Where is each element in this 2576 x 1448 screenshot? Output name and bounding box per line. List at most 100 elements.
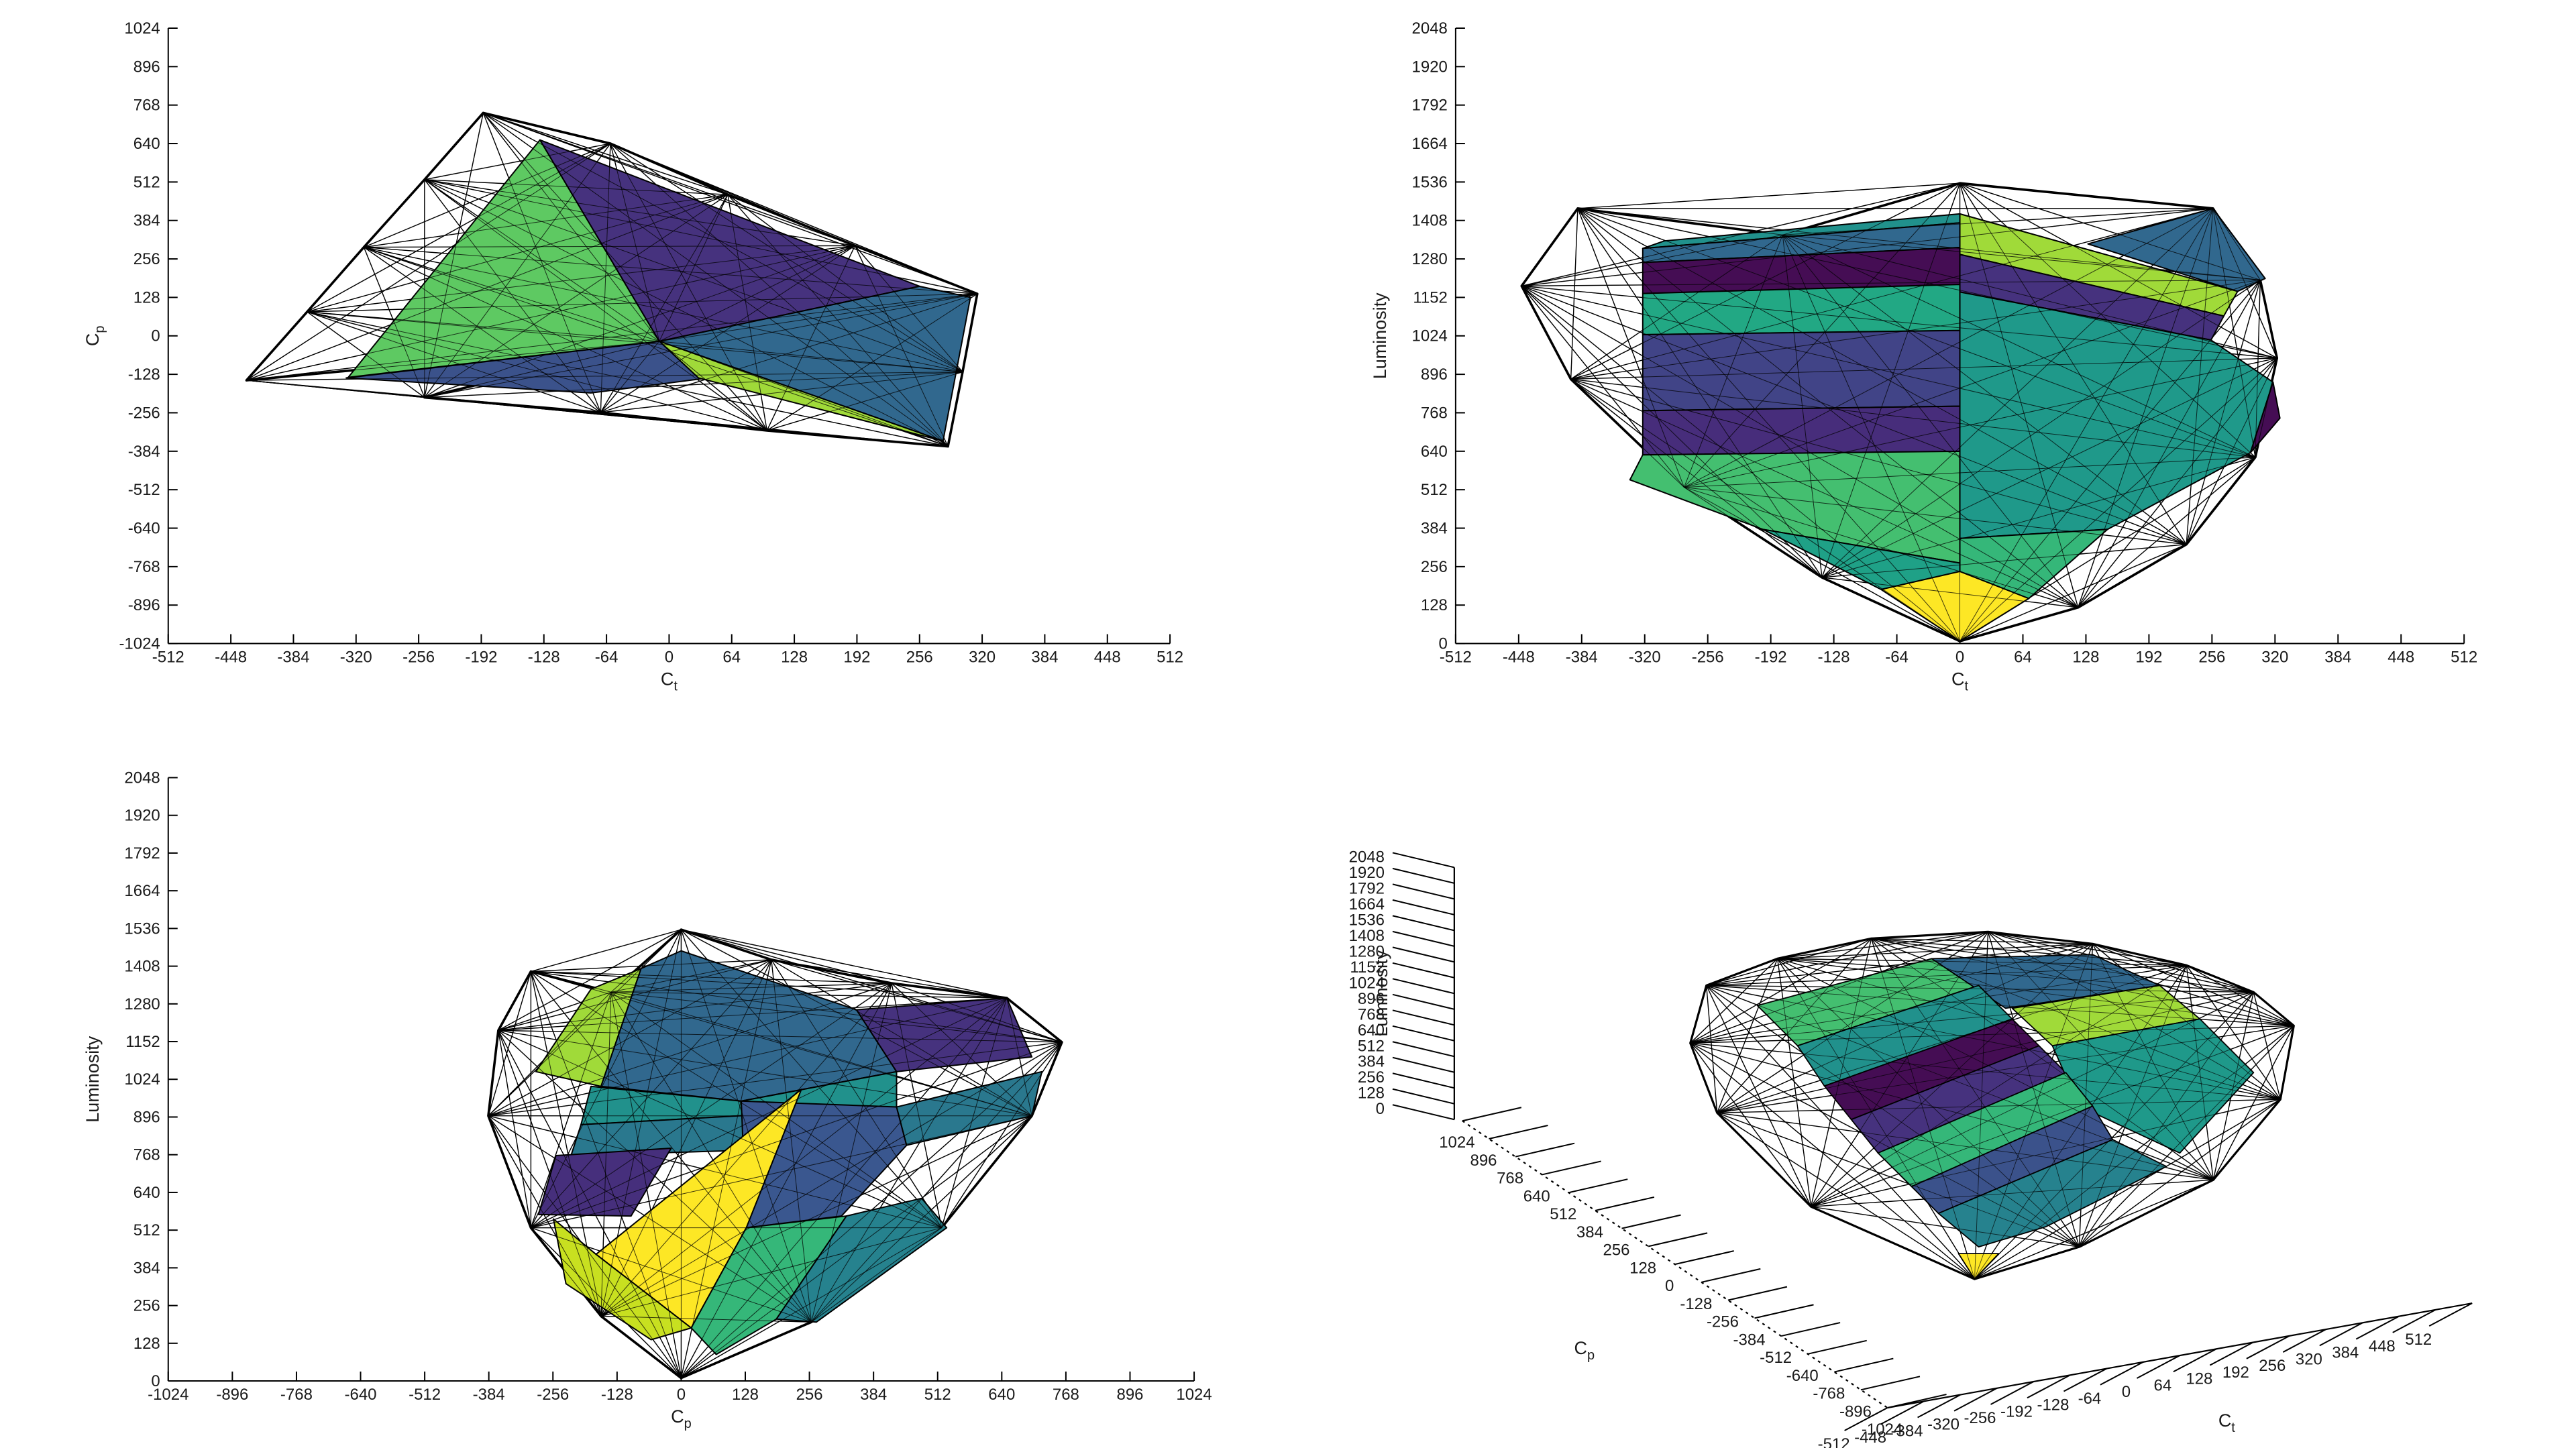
tick-label: 512	[1550, 1205, 1576, 1223]
tick-label: 512	[1157, 649, 1183, 667]
tick-label: 256	[133, 1297, 160, 1315]
tick-label: 1408	[1349, 927, 1385, 945]
axis-label: Luminosity	[1370, 292, 1390, 379]
mesh-faces	[345, 139, 971, 442]
tick-label: 768	[1421, 404, 1448, 422]
tick-label: 1280	[1412, 250, 1448, 268]
tick-label: -256	[1964, 1409, 1996, 1427]
tick-label: 256	[2259, 1357, 2286, 1375]
tick-label: -384	[277, 649, 309, 667]
tick-label: 2048	[124, 769, 160, 787]
tick-label: -384	[473, 1386, 505, 1404]
tick-label: -64	[1885, 649, 1909, 667]
tick-label: 128	[781, 649, 808, 667]
wireframe-front	[1690, 931, 2294, 1280]
tick-label: 0	[1376, 1100, 1385, 1118]
tick-label: 768	[1053, 1386, 1079, 1404]
tick-label: -128	[601, 1386, 633, 1404]
tick-label: 640	[133, 1184, 160, 1202]
tick-label: 896	[1470, 1152, 1497, 1170]
tick-label: 1024	[1439, 1133, 1474, 1152]
tick-label: 896	[1358, 990, 1385, 1008]
tick-label: -384	[1891, 1423, 1923, 1441]
tick-label: 256	[2198, 649, 2225, 667]
tick-label: 1280	[124, 995, 160, 1013]
tick-label: 0	[151, 1372, 160, 1390]
subplot-top-view-ct-cp: -512 -448 -384 -320 -256 -192 -128 -64 0 64 128 192…	[83, 19, 1183, 694]
tick-label: 448	[1094, 649, 1121, 667]
tick-label: -320	[1629, 649, 1661, 667]
tick-label: 512	[1421, 481, 1448, 499]
tick-label: -320	[1927, 1416, 1960, 1434]
tick-label: -128	[1818, 649, 1850, 667]
axis-label: Luminosity	[1371, 950, 1391, 1036]
tick-label: 320	[969, 649, 996, 667]
axis-label: Cp	[83, 325, 107, 346]
tick-label: -1024	[119, 635, 160, 653]
tick-label: 192	[2222, 1363, 2249, 1382]
tick-label: 640	[133, 135, 160, 153]
tick-label: -256	[128, 404, 160, 422]
tick-label: 768	[1497, 1170, 1523, 1188]
tick-label: 1664	[1349, 895, 1385, 913]
tick-label: 1792	[1349, 879, 1385, 897]
tick-label: 128	[1358, 1084, 1385, 1103]
axis-label: Ct	[2218, 1410, 2235, 1435]
tick-label: 384	[133, 1259, 160, 1277]
tick-label: 64	[2014, 649, 2032, 667]
tick-label: 896	[1116, 1386, 1143, 1404]
tick-label: -192	[1755, 649, 1787, 667]
tick-label: -512	[152, 649, 184, 667]
tick-label: -640	[1786, 1367, 1819, 1385]
mesh-face	[537, 1148, 672, 1217]
tick-label: 2048	[1349, 848, 1385, 866]
tick-label: 64	[2154, 1376, 2172, 1394]
tick-label: -384	[128, 443, 160, 461]
tick-label: 1920	[124, 807, 160, 825]
tick-label: -768	[1813, 1385, 1845, 1403]
tick-label: 64	[722, 649, 741, 667]
tick-label: 448	[2387, 649, 2414, 667]
tick-label: -448	[1503, 649, 1535, 667]
tick-label: -768	[280, 1386, 313, 1404]
tick-label: 0	[2122, 1383, 2131, 1401]
tick-label: 0	[1439, 635, 1448, 653]
tick-label: 1536	[1412, 173, 1448, 191]
tick-label: -640	[345, 1386, 377, 1404]
tick-label: -192	[2000, 1402, 2033, 1421]
tick-label: 1024	[1349, 974, 1385, 992]
axes	[167, 777, 1195, 1382]
tick-label: -128	[1680, 1295, 1712, 1313]
mesh-face	[896, 1070, 1043, 1146]
tick-label: -256	[1692, 649, 1724, 667]
tick-label: 512	[133, 173, 160, 191]
tick-label: -384	[1566, 649, 1598, 667]
tick-label: 128	[133, 288, 160, 307]
tick-label: -896	[216, 1386, 248, 1404]
mesh-faces	[1629, 207, 2281, 642]
axis-label: Luminosity	[83, 1036, 103, 1122]
tick-label: 0	[665, 649, 674, 667]
mesh-face	[580, 1070, 898, 1125]
tick-label: 0	[677, 1386, 686, 1404]
tick-label: 256	[796, 1386, 823, 1404]
tick-label: 0	[1955, 649, 1964, 667]
tick-label: -896	[128, 596, 160, 614]
tick-label: 128	[2186, 1370, 2212, 1388]
tick-label: 1280	[1349, 942, 1385, 960]
tick-label: -512	[1760, 1349, 1792, 1367]
axis-label: Cp	[1574, 1338, 1595, 1363]
tick-label: 768	[133, 97, 160, 115]
tick-label: 384	[1358, 1053, 1385, 1071]
tick-label: 640	[1523, 1187, 1550, 1205]
tick-label: 640	[1421, 443, 1448, 461]
tick-label: 256	[133, 250, 160, 268]
tick-label: 1408	[124, 958, 160, 976]
tick-label: -448	[215, 649, 247, 667]
wireframe-front	[488, 929, 1063, 1379]
tick-label: -256	[402, 649, 435, 667]
tick-label: 448	[2369, 1337, 2396, 1355]
tick-label: -320	[340, 649, 372, 667]
tick-label: 1152	[125, 1033, 160, 1051]
